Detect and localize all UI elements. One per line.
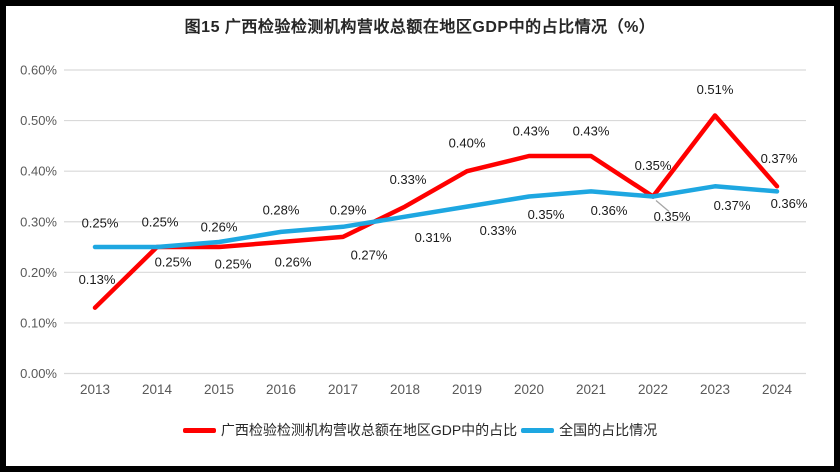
data-label-series-0: 0.25% [215, 257, 252, 272]
legend-label-guangxi: 广西检验检测机构营收总额在地区GDP中的占比 [220, 422, 518, 438]
data-label-series-1: 0.28% [263, 202, 300, 217]
data-label-series-1: 0.25% [82, 216, 119, 231]
legend-label-national: 全国的占比情况 [559, 422, 658, 438]
x-tick-label: 2014 [142, 382, 173, 397]
legend-blue-line-icon [521, 427, 555, 433]
data-label-series-1: 0.35% [654, 209, 691, 224]
y-tick-label: 0.20% [20, 265, 57, 280]
legend-item-national: 全国的占比情况 [521, 420, 657, 440]
chart-title: 图15 广西检验检测机构营收总额在地区GDP中的占比情况（%） [184, 19, 656, 36]
x-tick-label: 2019 [452, 382, 482, 397]
legend: 广西检验检测机构营收总额在地区GDP中的占比 全国的占比情况 [0, 420, 840, 440]
x-tick-label: 2023 [700, 382, 730, 397]
x-tick-label: 2015 [204, 382, 234, 397]
data-label-series-0: 0.35% [635, 158, 672, 173]
x-tick-label: 2018 [390, 382, 420, 397]
y-tick-label: 0.30% [20, 214, 57, 229]
legend-item-guangxi: 广西检验检测机构营收总额在地区GDP中的占比 [182, 420, 518, 440]
x-tick-label: 2016 [266, 382, 296, 397]
data-label-series-1: 0.37% [714, 198, 751, 213]
series-line-0 [92, 113, 780, 310]
line-chart: 0.00% 0.10% 0.20% 0.30% 0.40% 0.50% 0.60% 2013 2… [20, 63, 808, 398]
data-label-series-0: 0.37% [761, 151, 798, 166]
y-tick-label: 0.40% [20, 164, 57, 179]
data-label-series-1: 0.36% [771, 196, 808, 211]
data-label-series-0: 0.33% [390, 172, 427, 187]
data-label-leader-line [655, 199, 670, 212]
y-tick-label: 0.60% [20, 63, 57, 78]
data-label-series-0: 0.40% [449, 136, 486, 151]
data-label-series-0: 0.51% [697, 82, 734, 97]
x-tick-label: 2013 [80, 382, 110, 397]
x-tick-label: 2024 [762, 382, 793, 397]
legend-red-line-icon [182, 427, 216, 433]
x-tick-label: 2020 [514, 382, 544, 397]
data-label-series-1: 0.26% [201, 219, 238, 234]
y-tick-label: 0.10% [20, 315, 57, 330]
data-label-series-1: 0.35% [528, 207, 565, 222]
data-label-series-0: 0.25% [155, 255, 192, 270]
data-label-series-1: 0.33% [480, 223, 517, 238]
data-label-series-1: 0.29% [330, 202, 367, 217]
y-tick-label: 0.50% [20, 113, 57, 128]
series-line-1 [92, 184, 780, 250]
data-label-series-0: 0.43% [573, 123, 610, 138]
y-tick-label: 0.00% [20, 366, 57, 381]
data-label-series-0: 0.27% [351, 247, 388, 262]
data-label-series-1: 0.36% [591, 203, 628, 218]
data-label-series-1: 0.31% [415, 230, 452, 245]
data-label-series-0: 0.43% [513, 123, 550, 138]
data-label-series-0: 0.13% [79, 272, 116, 287]
x-tick-label: 2021 [576, 382, 606, 397]
data-label-series-1: 0.25% [142, 215, 179, 230]
data-label-series-0: 0.26% [275, 254, 312, 269]
x-tick-label: 2022 [638, 382, 668, 397]
x-tick-label: 2017 [328, 382, 358, 397]
